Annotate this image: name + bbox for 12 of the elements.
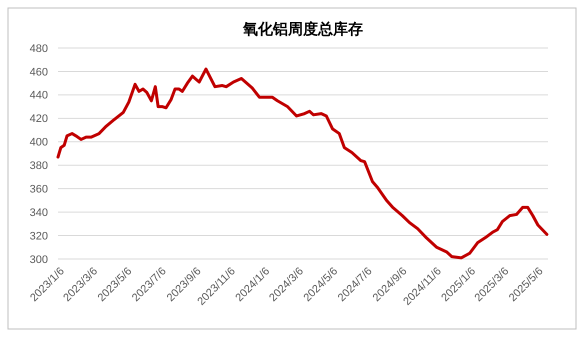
line-series [56, 68, 548, 260]
y-tick-label: 460 [30, 66, 48, 78]
y-tick-label: 420 [30, 113, 48, 126]
y-tick-label: 480 [30, 42, 48, 55]
y-tick-label: 360 [30, 184, 48, 196]
y-tick-label: 300 [30, 254, 48, 266]
y-tick-label: 380 [30, 160, 48, 172]
y-tick-label: 340 [30, 206, 48, 219]
chart-title: 氧化铝周度总库存 [242, 20, 363, 38]
y-tick-label: 440 [30, 90, 48, 102]
y-tick-label: 400 [30, 136, 48, 149]
y-tick-label: 320 [30, 230, 48, 242]
